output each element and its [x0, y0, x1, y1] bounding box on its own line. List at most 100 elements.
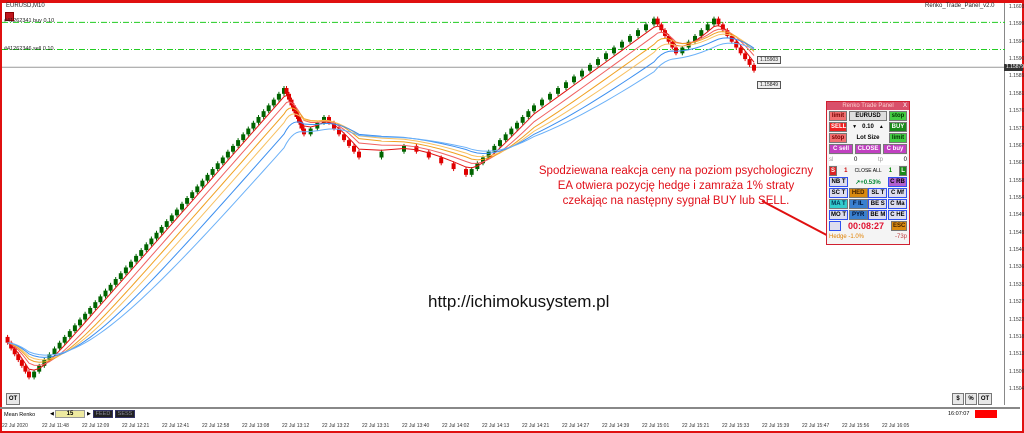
close-sell-button[interactable]: C sell [829, 144, 853, 154]
sess-button[interactable]: SESS [115, 410, 135, 418]
limit-buy-button[interactable]: limit [888, 133, 907, 143]
c-he-button[interactable]: C HE [887, 210, 907, 220]
be-s-button[interactable]: BE S [868, 199, 888, 209]
bear-brick [752, 64, 756, 71]
stop-sell-button[interactable]: stop [829, 133, 847, 143]
time-tick: 22 Jul 15:33 [722, 423, 750, 429]
panel-header: Renko Trade Panel X [827, 102, 909, 110]
c-rb-button[interactable]: C RB [887, 177, 907, 187]
bear-brick [27, 371, 31, 378]
bull-brick [532, 105, 536, 112]
short-button[interactable]: S [829, 166, 838, 176]
c-ma-button[interactable]: C Ma [887, 199, 907, 209]
bull-brick [652, 18, 656, 25]
order-label-buy: #41262341 buy 0.10 [4, 18, 55, 24]
blank-button[interactable] [829, 221, 841, 231]
close-button[interactable]: CLOSE [855, 144, 881, 154]
mo-t-button[interactable]: MO T [829, 210, 848, 220]
bull-brick [164, 221, 169, 227]
trade-panel: Renko Trade Panel X limit EURUSD stop SELL ▼… [826, 101, 910, 245]
price-tick: 1.15045 [1009, 386, 1024, 392]
sl-t-button[interactable]: SL T [868, 188, 888, 198]
be-m-button[interactable]: BE M [868, 210, 888, 220]
dollar-button[interactable]: $ [952, 393, 964, 405]
stop-buy-button[interactable]: stop [889, 111, 907, 121]
bull-brick [78, 319, 82, 326]
chart-area[interactable] [2, 3, 1005, 405]
ot2-button[interactable]: OT [978, 393, 992, 405]
website-link[interactable]: http://ichimokusystem.pl [428, 292, 610, 311]
sell-button[interactable]: SELL [829, 122, 847, 132]
time-tick: 22 Jul 11:48 [42, 423, 69, 429]
lot-down-icon[interactable]: ▼ [852, 124, 858, 130]
price-tick: 1.15810 [1009, 90, 1024, 97]
sl-input[interactable]: 0 [853, 157, 858, 163]
bull-brick [154, 232, 159, 239]
nb-t-button[interactable]: NB T [829, 177, 848, 187]
sc-t-button[interactable]: SC T [829, 188, 848, 198]
ea-icon[interactable] [5, 12, 14, 21]
bear-brick [352, 145, 356, 152]
ma-t-button[interactable]: MA T [829, 199, 848, 209]
symbol-field[interactable]: EURUSD [849, 111, 887, 121]
time-tick: 22 Jul 13:22 [322, 423, 350, 429]
bull-brick [42, 360, 47, 366]
price-tick: 1.15450 [1009, 229, 1024, 236]
annotation-line: EA otwiera pozycję hedge i zamraża 1% st… [557, 180, 795, 192]
bull-brick [588, 64, 592, 71]
bull-brick [276, 93, 281, 100]
feed-button[interactable]: FEED [93, 410, 113, 418]
bull-brick [379, 151, 384, 158]
moving-average-line [7, 25, 755, 371]
bull-brick [282, 88, 286, 94]
bear-brick [426, 151, 431, 158]
percent-button[interactable]: % [965, 393, 977, 405]
buy-button[interactable]: BUY [888, 122, 907, 132]
price-tick: 1.15990 [1009, 21, 1024, 28]
long-button[interactable]: L [899, 166, 907, 176]
bear-brick [337, 128, 341, 135]
bull-brick [556, 88, 560, 94]
close-all-button[interactable]: CLOSE ALL [854, 168, 882, 174]
hed-button[interactable]: HED [848, 188, 868, 198]
period-input[interactable]: 15 [55, 410, 85, 418]
c-mf-button[interactable]: C Mf [887, 188, 907, 198]
price-axis[interactable]: 1.16035 1.15990 1.15945 1.15900 1.15855 1.158… [1006, 0, 1024, 410]
price-tick: 1.15090 [1009, 368, 1024, 375]
bull-brick [509, 128, 514, 135]
price-tick: 1.15180 [1009, 333, 1024, 340]
decrease-icon[interactable]: ◀ [50, 411, 54, 417]
bull-brick [515, 122, 519, 129]
tp-input[interactable]: 0 [903, 157, 907, 163]
bar-timer: 00:08:27 [847, 221, 885, 231]
increase-icon[interactable]: ▶ [87, 411, 91, 417]
moving-average-line [7, 42, 755, 356]
profit-percent: ↗+0.53% [855, 179, 881, 186]
esc-button[interactable]: ESC [891, 221, 907, 231]
price-tick: 1.15765 [1009, 108, 1024, 115]
time-tick: 22 Jul 15:39 [762, 423, 790, 429]
bull-brick [492, 145, 497, 152]
bull-brick [83, 313, 88, 320]
lot-input[interactable]: 0.10 [862, 124, 874, 130]
annotation: Spodziewana reakcja ceny na poziom psych… [534, 164, 818, 209]
bull-brick [540, 99, 544, 106]
f-il-button[interactable]: F IL [848, 199, 868, 209]
lot-up-icon[interactable]: ▲ [878, 124, 884, 130]
time-tick: 22 Jul 15:56 [842, 423, 870, 429]
price-tick: 1.15495 [1009, 212, 1024, 219]
limit-sell-button[interactable]: limit [829, 111, 847, 121]
price-tick: 1.15315 [1009, 281, 1024, 288]
time-tick: 22 Jul 15:47 [802, 423, 830, 429]
ot-button[interactable]: OT [6, 393, 20, 405]
close-buy-button[interactable]: C buy [883, 144, 907, 154]
pyr-button[interactable]: PYR [848, 210, 868, 220]
close-icon[interactable]: X [902, 103, 907, 109]
price-tick: 1.15720 [1009, 125, 1024, 132]
bull-brick [113, 279, 118, 285]
price-tick: 1.15585 [1009, 177, 1024, 184]
price-box: 1.15849 [757, 81, 782, 89]
bull-brick [62, 336, 67, 343]
price-box: 1.15903 [757, 56, 782, 64]
bull-brick [169, 215, 174, 222]
